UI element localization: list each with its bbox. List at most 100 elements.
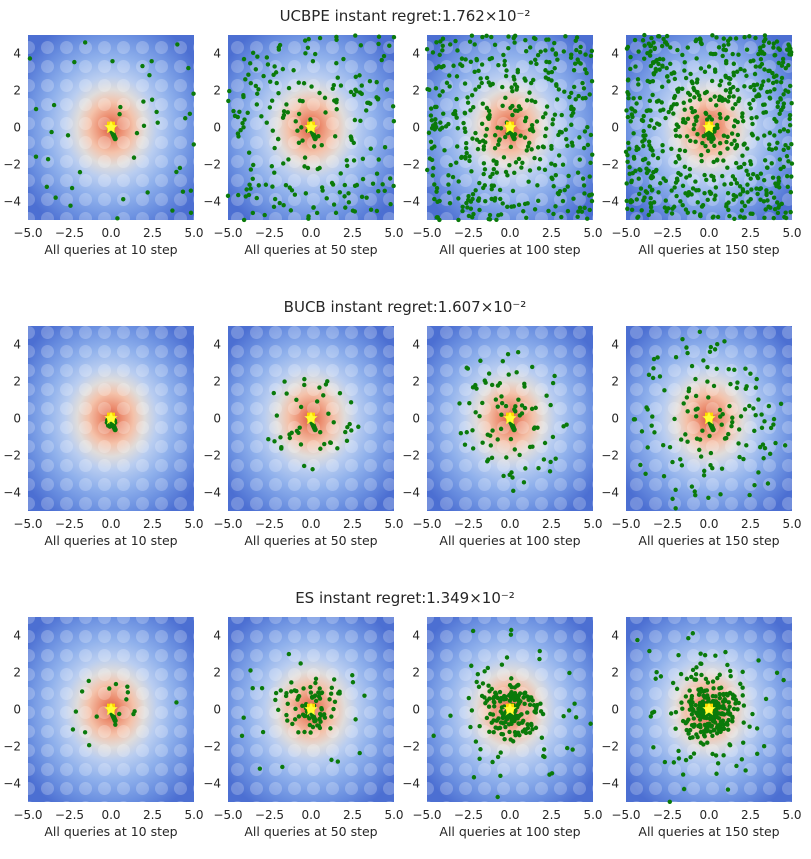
query-point <box>493 690 498 695</box>
query-point <box>695 406 700 411</box>
query-point <box>255 91 260 96</box>
query-point <box>381 53 387 59</box>
query-point <box>550 434 556 440</box>
query-point <box>425 86 430 92</box>
query-point <box>769 161 774 166</box>
query-point <box>491 730 496 735</box>
query-point <box>543 75 549 80</box>
query-point <box>483 133 488 138</box>
query-point <box>82 40 88 45</box>
query-point <box>698 651 703 656</box>
query-point <box>440 43 445 48</box>
query-point <box>708 344 714 350</box>
query-point <box>701 133 706 139</box>
x-tick-label: 0.0 <box>699 517 718 531</box>
query-point <box>683 694 689 699</box>
query-point <box>714 35 719 40</box>
query-point <box>775 140 780 146</box>
query-point <box>470 192 476 197</box>
query-point <box>357 750 362 756</box>
x-tick-label: 0.0 <box>500 517 519 531</box>
query-point <box>655 34 661 39</box>
query-point <box>680 203 685 208</box>
query-point <box>704 177 709 182</box>
query-point <box>507 472 512 478</box>
query-point <box>705 740 710 745</box>
query-point <box>357 73 362 78</box>
query-point <box>309 84 314 89</box>
query-point <box>698 724 703 730</box>
y-tick-label: −4 <box>601 777 619 791</box>
query-point <box>370 181 376 186</box>
query-point <box>262 212 267 218</box>
x-tick-label: 2.5 <box>343 226 362 240</box>
query-point <box>686 386 692 391</box>
query-point <box>447 200 453 206</box>
query-point <box>535 425 540 430</box>
query-point <box>492 42 498 48</box>
query-point <box>673 127 678 133</box>
query-point <box>505 173 510 178</box>
query-point <box>507 729 512 735</box>
query-point <box>524 215 529 220</box>
query-point <box>646 139 652 144</box>
query-point <box>466 213 472 219</box>
query-point <box>763 36 768 42</box>
query-point <box>549 69 555 75</box>
query-point <box>730 419 735 425</box>
query-point <box>466 197 471 203</box>
y-tick-label: 4 <box>611 47 619 61</box>
query-point <box>277 200 282 206</box>
query-point <box>702 468 707 474</box>
query-point <box>478 358 483 363</box>
query-point <box>742 407 748 412</box>
query-point <box>312 718 318 724</box>
query-point <box>777 129 783 134</box>
query-point <box>739 114 745 119</box>
query-point <box>431 165 436 171</box>
query-point <box>349 428 354 433</box>
query-point <box>112 427 118 433</box>
query-point <box>72 59 77 65</box>
query-point <box>462 111 468 116</box>
query-point <box>382 145 388 150</box>
query-point <box>446 190 452 195</box>
query-point <box>666 109 671 115</box>
query-point <box>502 58 507 64</box>
query-point <box>738 214 743 219</box>
query-point <box>511 718 517 724</box>
query-point <box>579 209 585 214</box>
query-point <box>447 84 452 89</box>
query-point <box>516 721 521 726</box>
query-point <box>714 731 720 736</box>
query-point <box>476 68 481 74</box>
query-point <box>576 93 581 99</box>
query-point <box>735 707 740 712</box>
query-point <box>543 68 548 73</box>
query-point <box>698 212 703 217</box>
query-point <box>725 165 730 170</box>
query-point <box>625 153 630 158</box>
query-point <box>508 632 514 637</box>
query-point <box>276 707 281 713</box>
query-point <box>580 96 585 101</box>
x-tick-label: 5.0 <box>782 226 801 240</box>
query-point <box>745 190 750 195</box>
query-point <box>694 665 699 670</box>
query-point <box>754 376 759 382</box>
query-point <box>787 116 792 122</box>
query-point <box>747 34 752 39</box>
query-point <box>272 439 277 444</box>
x-axis-label: All queries at 150 step <box>638 242 779 257</box>
y-tick-label: −4 <box>3 777 21 791</box>
query-point <box>684 134 690 139</box>
query-point <box>70 727 76 732</box>
query-point <box>624 181 629 186</box>
query-point <box>191 142 196 147</box>
query-point <box>567 94 572 100</box>
query-point <box>685 116 691 121</box>
y-tick-label: 4 <box>13 338 21 352</box>
query-point <box>775 200 780 205</box>
query-point <box>134 130 140 136</box>
